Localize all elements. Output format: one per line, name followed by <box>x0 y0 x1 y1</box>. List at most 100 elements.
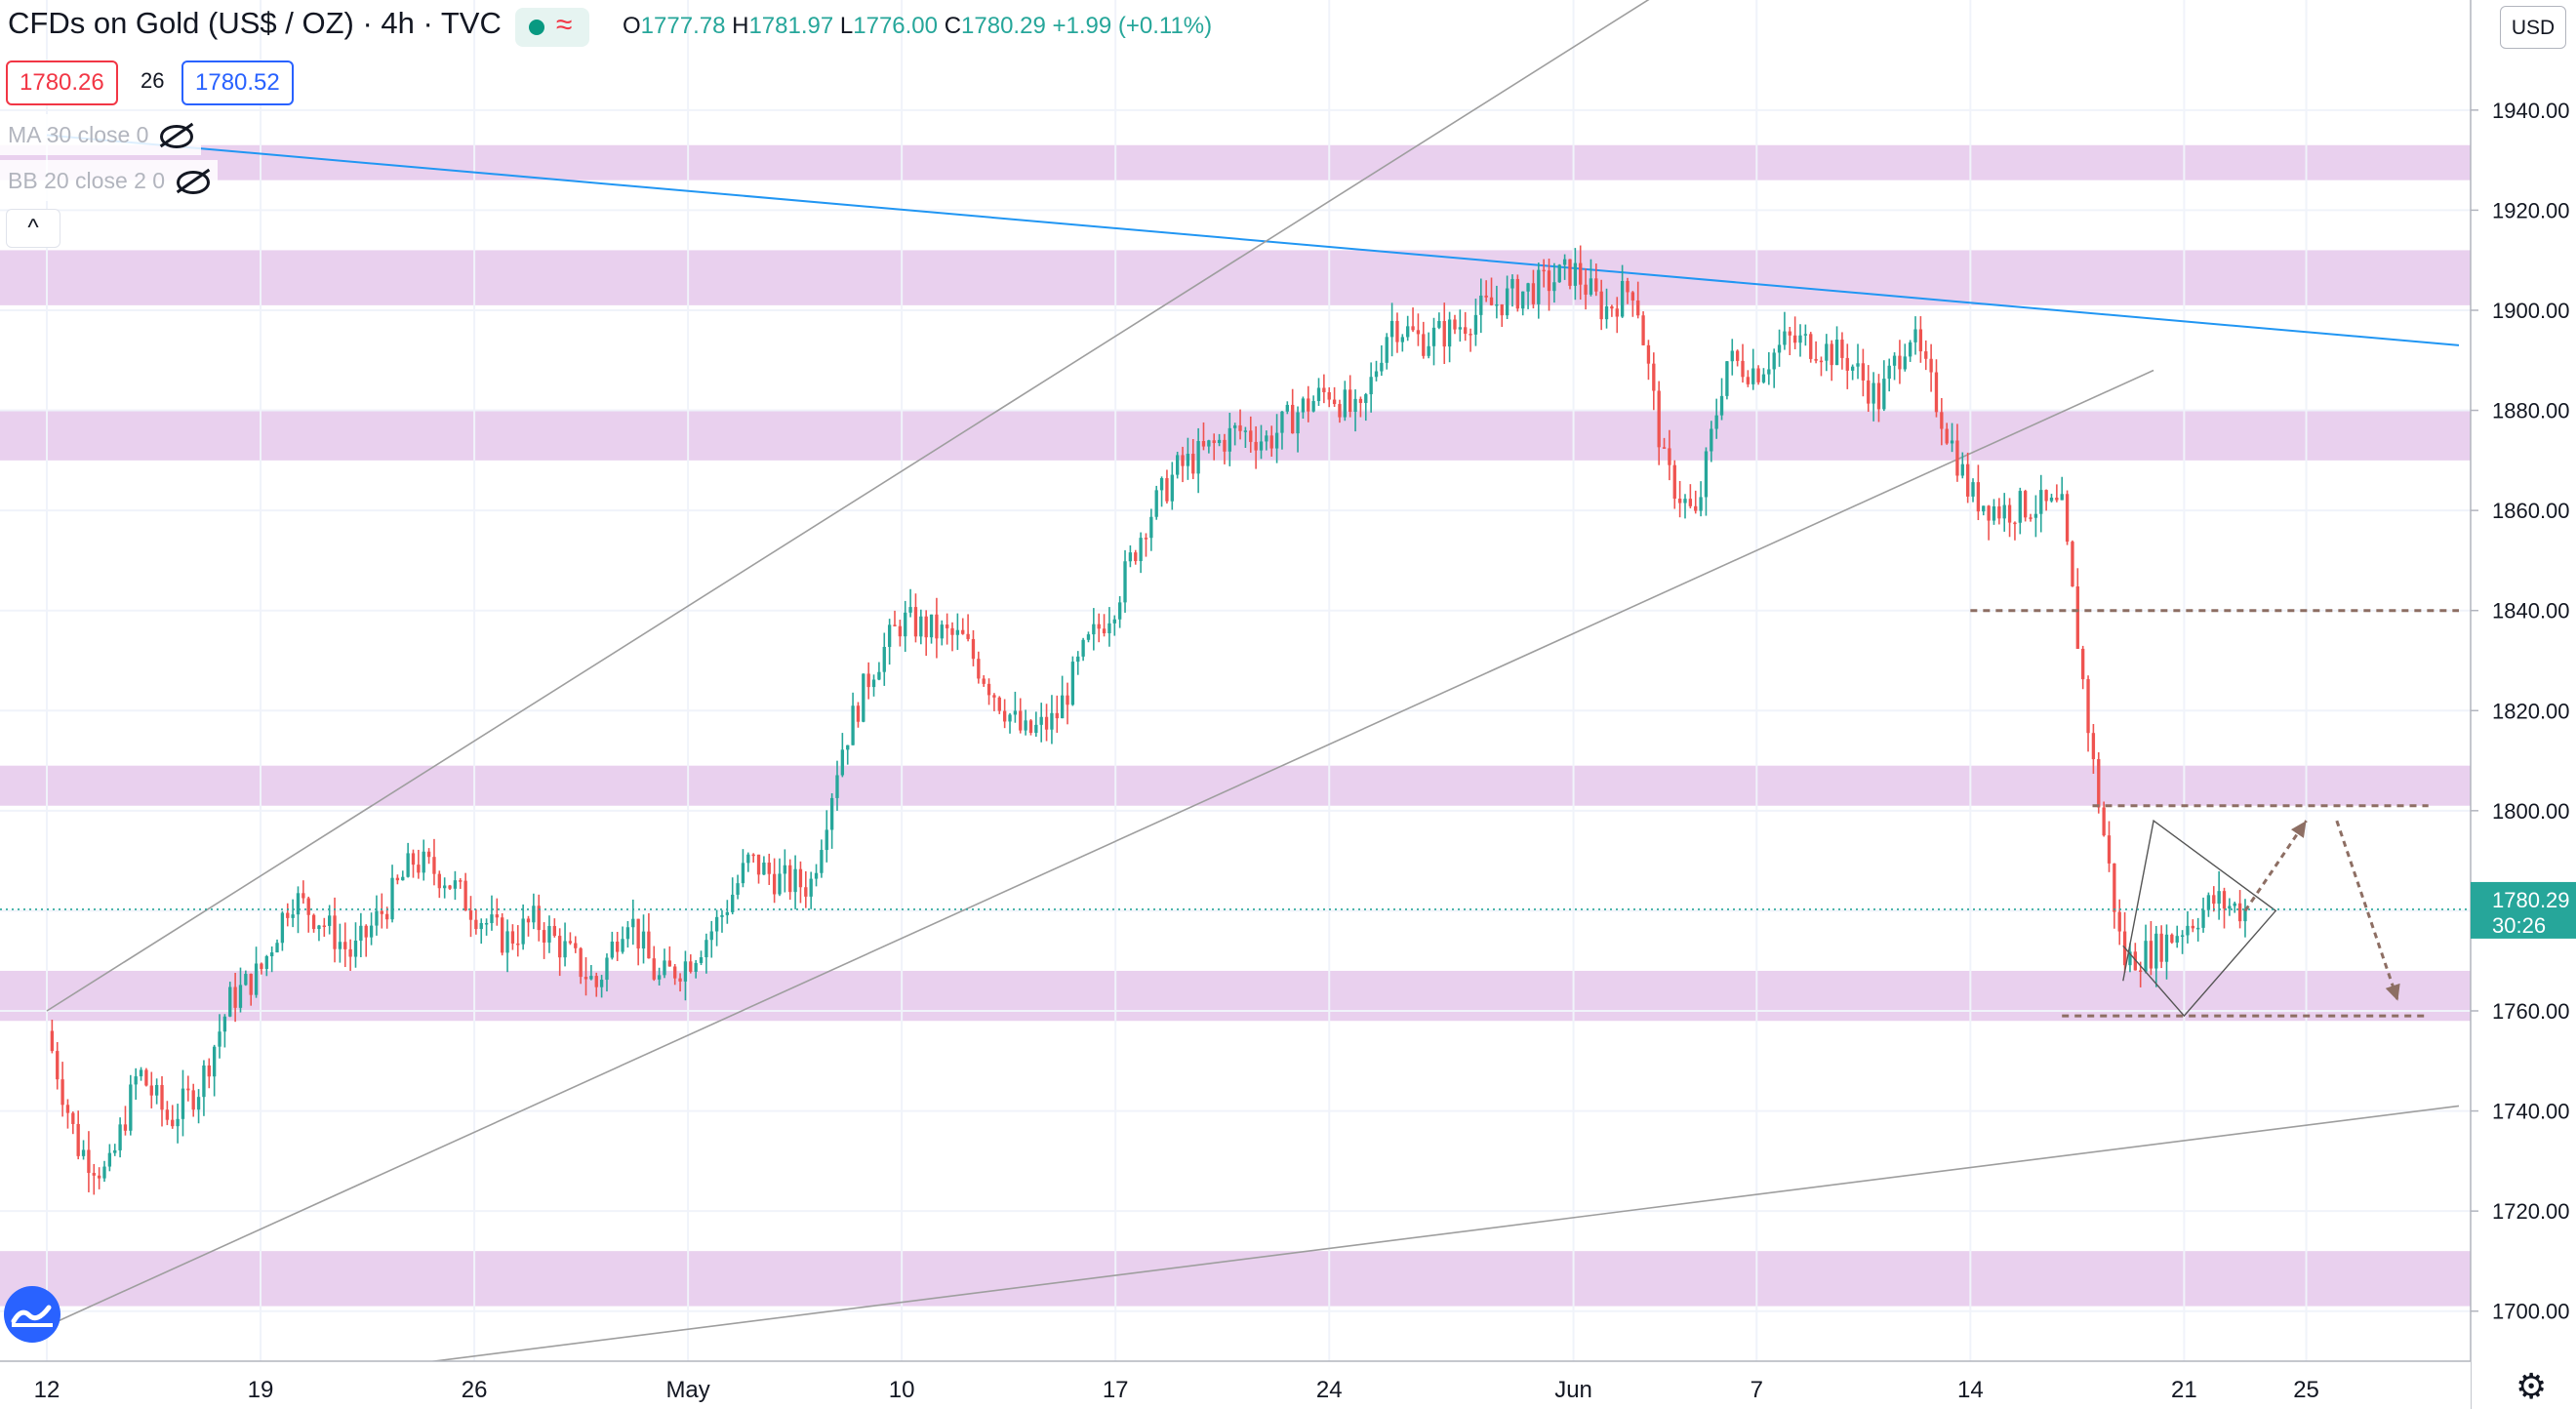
candle-body-up <box>2217 891 2221 905</box>
candle-body-down <box>574 943 578 948</box>
candle-body-up <box>2243 909 2247 922</box>
candle-body-down <box>501 917 504 953</box>
candle-body-up <box>2002 504 2006 519</box>
candle-body-down <box>1327 391 1331 400</box>
candle-body-up <box>871 679 876 688</box>
candle-body-down <box>411 853 416 866</box>
candle-body-down <box>1662 447 1667 449</box>
high-label: H <box>732 13 749 39</box>
candle-body-up <box>1353 398 1357 413</box>
indicator-bb-label: BB 20 close 2 0 <box>8 168 166 193</box>
candle-body-up <box>1699 497 1703 511</box>
candle-body-up <box>610 942 614 958</box>
x-tick-label: May <box>665 1377 709 1403</box>
settings-gear-icon[interactable]: ⚙ <box>2516 1366 2548 1406</box>
candle-body-down <box>1641 315 1645 345</box>
candle-body-down <box>459 880 463 882</box>
candle-body-up <box>1117 602 1122 620</box>
candle-body-down <box>1741 360 1745 378</box>
candle-body-down <box>1165 478 1169 502</box>
candle-body-up <box>2128 951 2132 966</box>
candle-body-up <box>1427 345 1430 356</box>
candle-body-down <box>2024 491 2028 518</box>
candle-body-up <box>1479 295 1483 315</box>
market-open-dot-icon <box>529 20 544 35</box>
currency-button[interactable]: USD <box>2500 6 2566 49</box>
candle-body-down <box>1453 319 1457 330</box>
candle-body-down <box>1652 363 1656 391</box>
candle-body-up <box>134 1076 138 1085</box>
candle-body-up <box>359 925 363 941</box>
candle-body-up <box>547 926 551 943</box>
eye-hidden-icon[interactable] <box>177 170 211 194</box>
candle-body-up <box>375 910 379 926</box>
indicator-bb-legend[interactable]: BB 20 close 2 0 <box>0 160 219 201</box>
candle-body-down <box>76 1123 80 1156</box>
candle-body-down <box>1055 712 1059 719</box>
approx-wave-icon: ≈ <box>556 9 573 41</box>
candle-body-up <box>1070 662 1075 705</box>
candle-body-up <box>1039 716 1043 725</box>
candle-body-up <box>1437 320 1441 328</box>
candle-body-up <box>2186 925 2190 936</box>
candle-body-down <box>1867 380 1871 404</box>
candle-body-up <box>955 629 960 635</box>
candle-body-down <box>1254 441 1258 451</box>
symbol-title[interactable]: CFDs on Gold (US$ / OZ) · 4h · TVC <box>8 6 502 40</box>
eye-hidden-icon[interactable] <box>160 124 194 148</box>
candle-body-up <box>631 918 635 928</box>
candle-body-up <box>1526 283 1530 292</box>
candle-body-down <box>1940 412 1944 429</box>
candle-body-down <box>971 638 976 660</box>
candle-body-down <box>652 958 656 980</box>
candle-body-down <box>191 1090 195 1110</box>
candle-body-up <box>1013 710 1018 715</box>
indicator-ma-legend[interactable]: MA 30 close 0 <box>0 114 202 155</box>
candle-body-down <box>343 942 347 949</box>
tradingview-logo-icon[interactable] <box>4 1286 60 1343</box>
price-axis <box>2471 0 2576 1409</box>
candle-body-down <box>1672 464 1676 500</box>
candle-body-up <box>1050 712 1054 730</box>
candle-body-down <box>1102 628 1107 634</box>
candle-body-down <box>50 1030 55 1052</box>
candle-body-down <box>2159 933 2163 962</box>
candle-body-up <box>2180 935 2185 937</box>
candle-body-down <box>2133 951 2137 971</box>
candle-body-down <box>647 931 651 959</box>
candle-body-up <box>1296 412 1300 434</box>
candle-body-down <box>1144 538 1148 540</box>
candle-body-down <box>463 880 467 911</box>
annotation-layer <box>0 609 2471 1018</box>
sell-price-button[interactable]: 1780.26 <box>6 60 118 105</box>
candle-body-down <box>1212 440 1216 444</box>
candle-body-up <box>599 980 604 987</box>
candle-body-down <box>1249 430 1253 442</box>
market-status-toggle[interactable]: ≈ <box>515 8 589 47</box>
x-tick-label: 17 <box>1103 1377 1129 1403</box>
candle-body-up <box>1431 327 1436 346</box>
candle-body-up <box>829 797 834 830</box>
close-label: C <box>944 13 962 39</box>
candle-body-up <box>793 868 797 893</box>
candle-body-down <box>1484 295 1488 298</box>
drawing-layer <box>46 0 2460 1407</box>
candle-body-up <box>2039 490 2043 514</box>
x-tick-label: 21 <box>2171 1377 2197 1403</box>
buy-price-button[interactable]: 1780.52 <box>181 60 294 105</box>
zone-layer <box>0 144 2471 1307</box>
candle-body-up <box>1369 377 1373 395</box>
candle-body-up <box>269 952 274 956</box>
current-price-tag <box>2471 881 2576 939</box>
candle-body-down <box>1861 363 1866 381</box>
candle-body-up <box>1207 440 1211 447</box>
candle-body-up <box>1887 365 1891 380</box>
candle-body-up <box>1856 363 1860 367</box>
collapse-legend-button[interactable]: ^ <box>6 209 60 248</box>
candle-body-down <box>966 633 970 639</box>
candle-body-up <box>2033 513 2038 518</box>
candle-body-up <box>1562 259 1567 265</box>
candle-body-down <box>1840 340 1844 358</box>
candle-body-up <box>102 1166 106 1179</box>
